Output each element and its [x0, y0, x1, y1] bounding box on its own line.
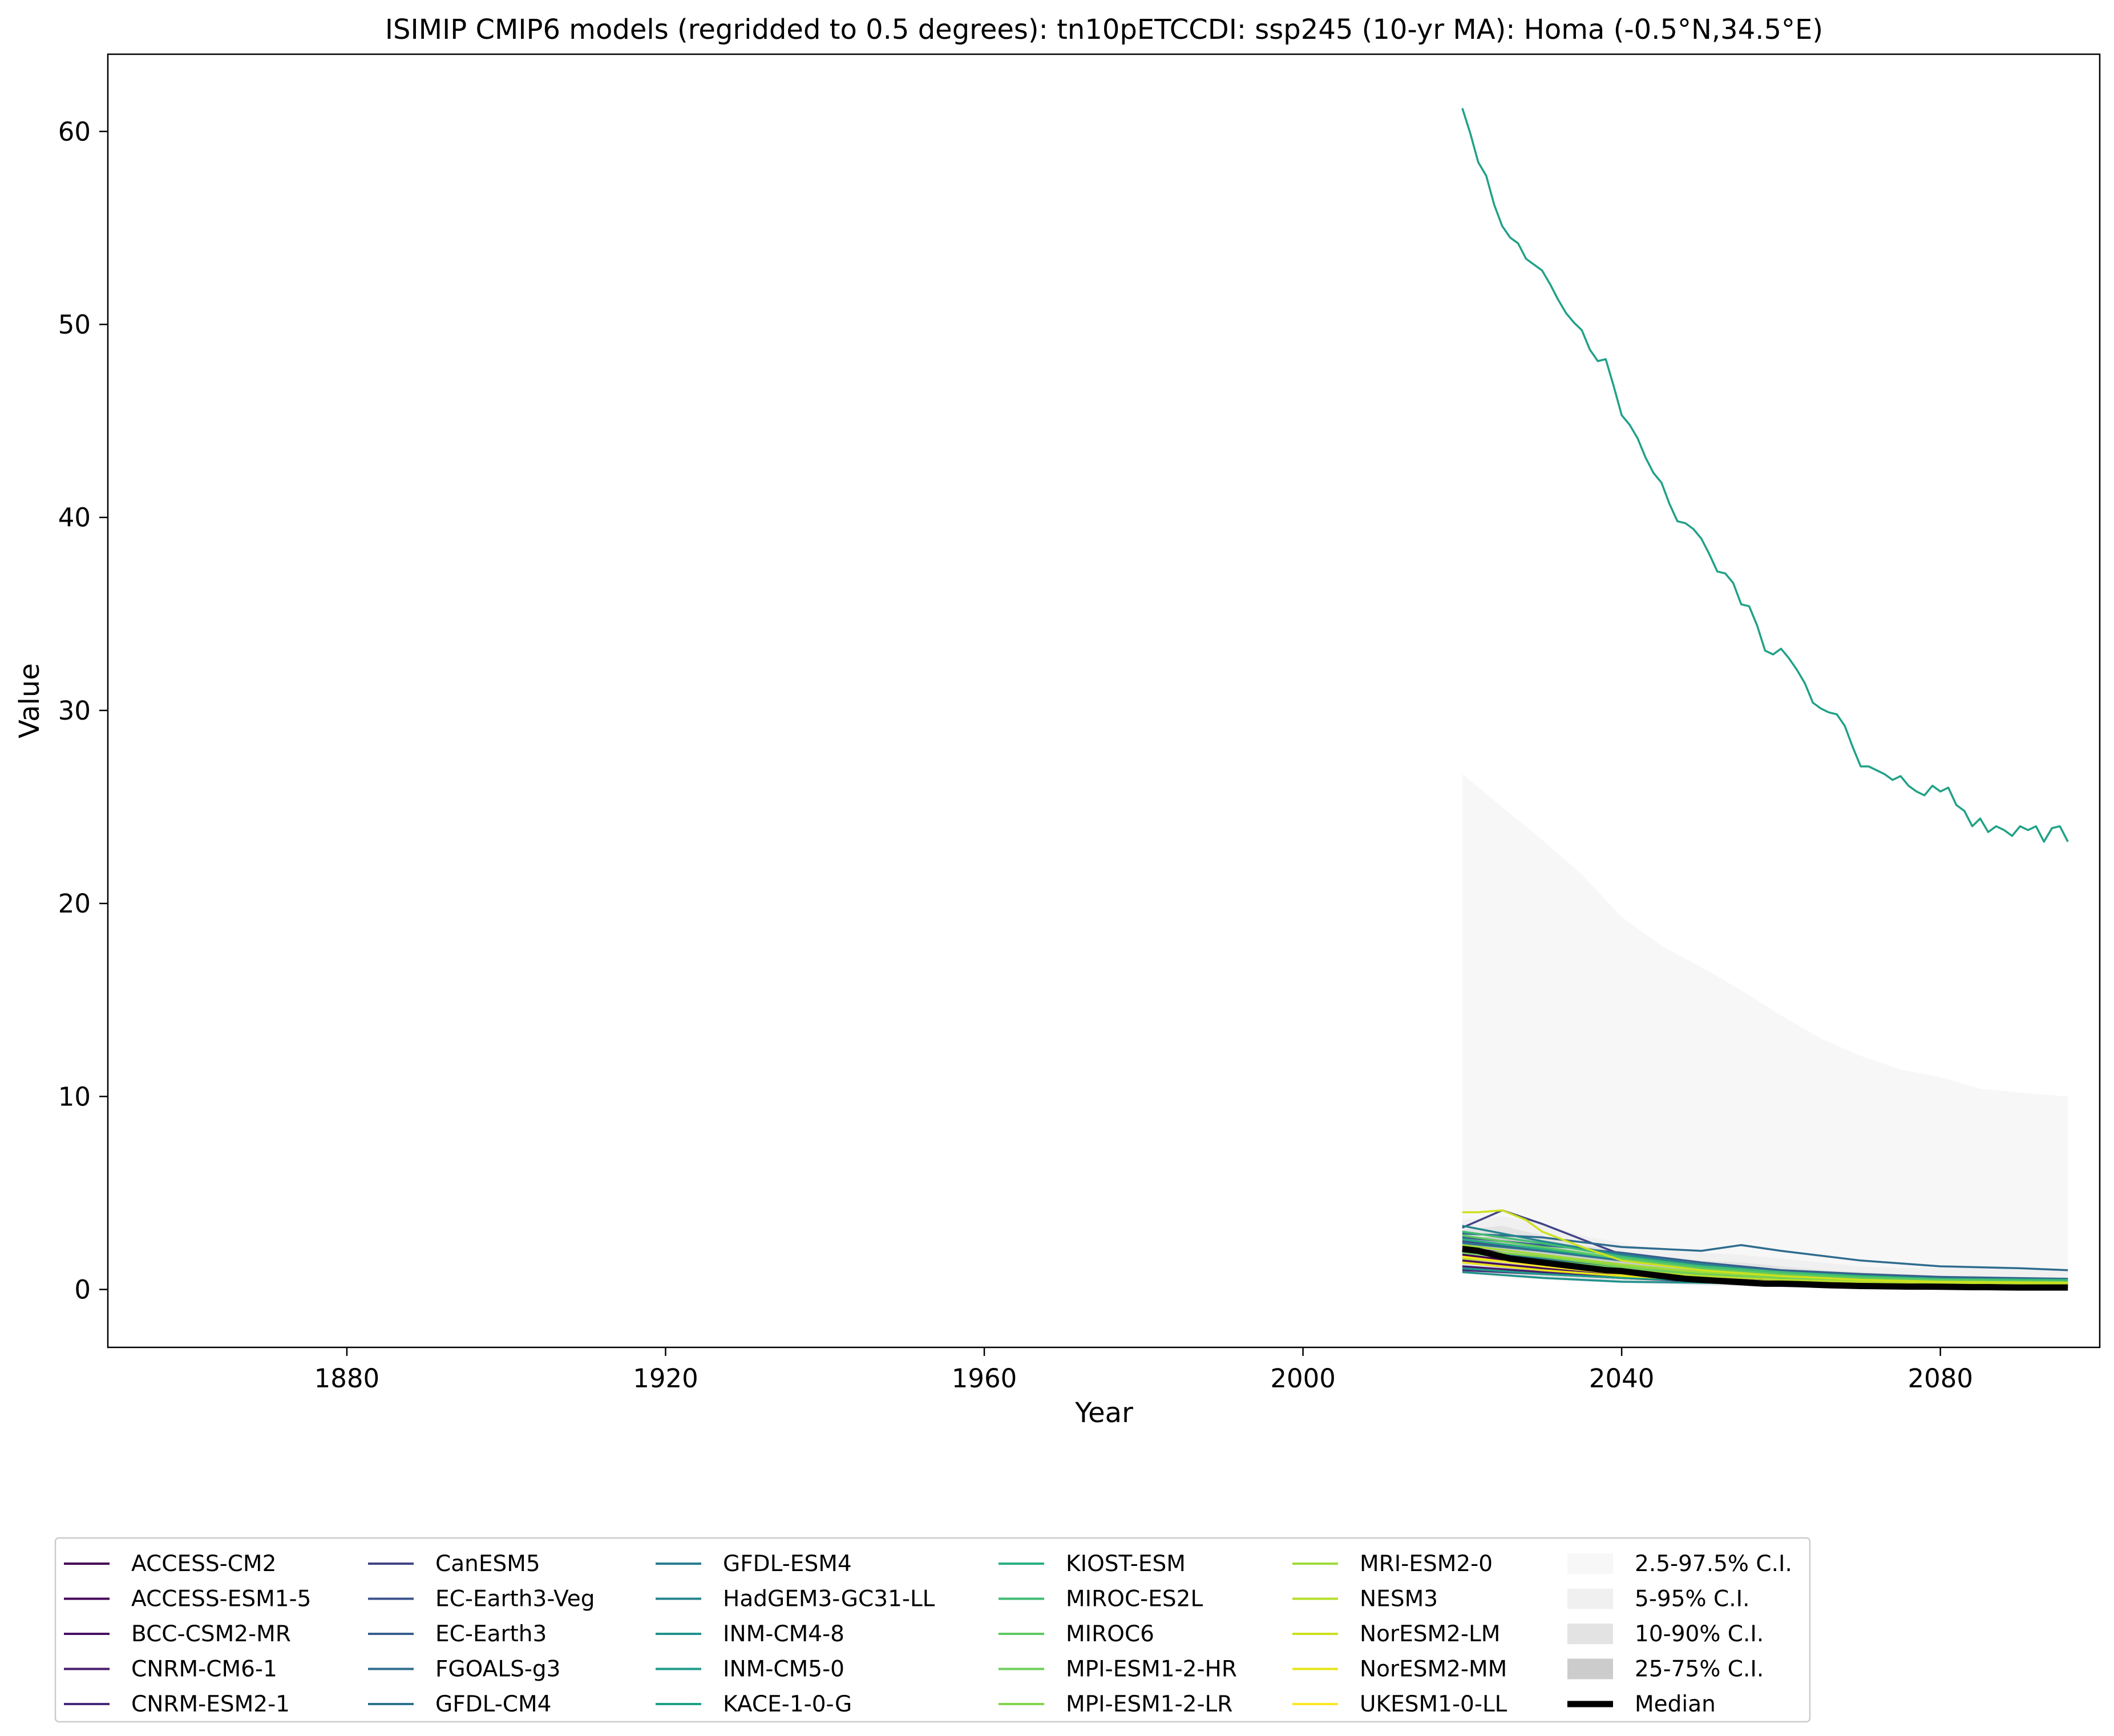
legend-label-gfdl-cm4: GFDL-CM4: [435, 1691, 552, 1717]
legend-label-ec-earth3: EC-Earth3: [435, 1621, 547, 1647]
legend-label-noresm2-mm: NorESM2-MM: [1360, 1657, 1507, 1682]
legend-label-mpi-esm1-2-lr: MPI-ESM1-2-LR: [1066, 1691, 1232, 1717]
x-tick-label: 1880: [314, 1363, 380, 1394]
plot-frame: [107, 53, 2101, 1349]
y-tick-label: 20: [58, 889, 91, 919]
legend: ACCESS-CM2 ACCESS-ESM1-5 BCC-CSM2-MR CNRM-C…: [54, 1537, 1811, 1723]
legend-label-median: Median: [1635, 1691, 1716, 1717]
y-axis-label: Value: [14, 663, 46, 738]
legend-label-cnrm-cm6-1: CNRM-CM6-1: [131, 1657, 277, 1682]
legend-label-nesm3: NESM3: [1360, 1586, 1438, 1612]
legend-label-5-95-c-i: 5-95% C.I.: [1635, 1586, 1750, 1612]
series-line-noresm2-lm: [1462, 1209, 2068, 1284]
legend-swatch-5-95-c-i: [1567, 1588, 1613, 1609]
series-line-kace-1-0-g: [1461, 108, 2069, 843]
legend-swatch-10-90-c-i: [1567, 1624, 1613, 1644]
x-tick-label: 1920: [633, 1363, 698, 1394]
legend-swatch-2-5-97-5-c-i: [1567, 1553, 1613, 1574]
axes: 1880 1920 1960 2000 2040 2080 0 10 20 30 40 50 60: [58, 116, 1973, 1394]
legend-label-hadgem3-gc31-ll: HadGEM3-GC31-LL: [723, 1586, 935, 1612]
legend-swatch-25-75-c-i: [1567, 1658, 1613, 1680]
x-tick-label: 2000: [1270, 1363, 1336, 1394]
legend-label-ec-earth3-veg: EC-Earth3-Veg: [435, 1586, 595, 1612]
series-line-fgoals-g3: [1462, 1232, 2068, 1271]
legend-label-gfdl-esm4: GFDL-ESM4: [723, 1551, 852, 1577]
legend-label-mri-esm2-0: MRI-ESM2-0: [1360, 1551, 1493, 1577]
legend-label-2-5-97-5-c-i: 2.5-97.5% C.I.: [1635, 1551, 1792, 1577]
legend-label-access-esm1-5: ACCESS-ESM1-5: [131, 1586, 311, 1612]
legend-label-10-90-c-i: 10-90% C.I.: [1635, 1621, 1764, 1647]
band-2-5-97-5-c-i: [1462, 774, 2068, 1289]
x-tick-label: 2080: [1907, 1363, 1973, 1394]
x-axis-label: Year: [1074, 1397, 1133, 1429]
plot-area: [1461, 108, 2069, 1291]
legend-label-miroc6: MIROC6: [1066, 1621, 1154, 1647]
legend-label-access-cm2: ACCESS-CM2: [131, 1551, 276, 1577]
legend-label-bcc-csm2-mr: BCC-CSM2-MR: [131, 1621, 291, 1647]
legend-label-kiost-esm: KIOST-ESM: [1066, 1551, 1186, 1577]
series-line-miroc6: [1462, 1234, 2068, 1283]
y-tick-label: 40: [58, 503, 91, 533]
chart-title: ISIMIP CMIP6 models (regridded to 0.5 de…: [385, 14, 1823, 46]
y-tick-label: 60: [58, 116, 91, 147]
legend-label-ukesm1-0-ll: UKESM1-0-LL: [1360, 1691, 1507, 1717]
y-tick-label: 10: [58, 1081, 91, 1112]
x-tick-label: 1960: [952, 1363, 1017, 1394]
median-line: [1462, 1246, 2068, 1291]
legend-label-inm-cm4-8: INM-CM4-8: [723, 1621, 844, 1647]
y-tick-label: 30: [58, 696, 91, 726]
x-tick-label: 2040: [1589, 1363, 1655, 1394]
legend-frame: [54, 1537, 1811, 1723]
y-tick-label: 0: [74, 1275, 91, 1305]
legend-label-kace-1-0-g: KACE-1-0-G: [723, 1691, 852, 1717]
legend-label-25-75-c-i: 25-75% C.I.: [1635, 1657, 1764, 1682]
legend-label-miroc-es2l: MIROC-ES2L: [1066, 1586, 1203, 1612]
y-tick-label: 50: [58, 309, 91, 340]
legend-label-fgoals-g3: FGOALS-g3: [435, 1657, 560, 1682]
legend-label-inm-cm5-0: INM-CM5-0: [723, 1657, 844, 1682]
legend-label-cnrm-esm2-1: CNRM-ESM2-1: [131, 1691, 290, 1717]
legend-label-noresm2-lm: NorESM2-LM: [1360, 1621, 1500, 1647]
legend-label-canesm5: CanESM5: [435, 1551, 540, 1577]
legend-label-mpi-esm1-2-hr: MPI-ESM1-2-HR: [1066, 1657, 1237, 1682]
